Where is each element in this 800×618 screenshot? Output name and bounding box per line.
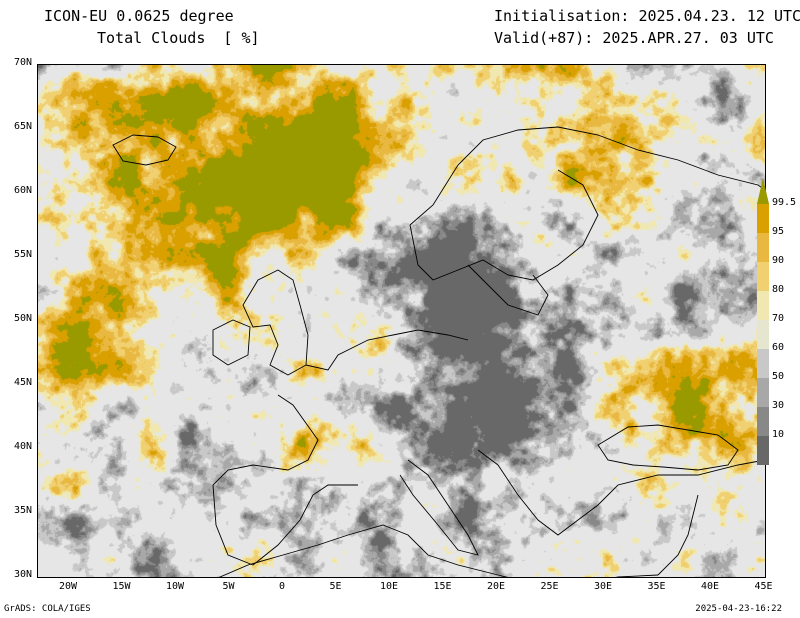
coastline [212, 319, 251, 366]
lat-tick-label: 30N [13, 569, 32, 580]
coastline [657, 494, 699, 576]
colorbar-segment [757, 233, 769, 262]
coastline [305, 329, 469, 371]
lat-tick-label: 55N [13, 249, 32, 260]
colorbar-label: 95 [772, 226, 785, 237]
lon-tick-label: 5E [329, 581, 342, 592]
colorbar-label: 10 [772, 429, 785, 440]
coastline [467, 264, 549, 316]
colorbar-label: 70 [772, 313, 785, 324]
coastline [112, 134, 177, 166]
cloud-field [38, 65, 765, 577]
colorbar-segment [757, 436, 769, 465]
colorbar-segment [757, 204, 769, 233]
coastline [242, 269, 309, 376]
coastline [218, 524, 659, 577]
lon-tick-label: 25E [540, 581, 559, 592]
coastlines [112, 126, 765, 577]
lat-tick-label: 35N [13, 505, 32, 516]
lat-tick-label: 65N [13, 121, 32, 132]
lat-tick-label: 70N [13, 57, 32, 68]
colorbar-label: 30 [772, 400, 785, 411]
colorbar-segment [757, 262, 769, 291]
colorbar-segment [757, 349, 769, 378]
lat-tick-label: 60N [13, 185, 32, 196]
colorbar-top-arrow [757, 178, 769, 204]
init-time: Initialisation: 2025.04.23. 12 UTC [494, 7, 800, 25]
valid-time: Valid(+87): 2025.APR.27. 03 UTC [494, 29, 774, 47]
lon-tick-label: 30E [593, 581, 613, 592]
colorbar-label: 50 [772, 371, 785, 382]
lon-tick-label: 40E [700, 581, 720, 592]
model-title: ICON-EU 0.0625 degree [44, 7, 234, 25]
colorbar-segment [757, 320, 769, 349]
lon-tick-label: 20E [486, 581, 506, 592]
variable-title: Total Clouds [ %] [97, 29, 260, 47]
cloud-map[interactable] [37, 64, 766, 578]
colorbar-segment [757, 407, 769, 436]
coastline [477, 449, 765, 536]
coastline [399, 459, 479, 556]
colorbar [757, 178, 769, 465]
coastline [597, 424, 739, 471]
colorbar-segment [757, 378, 769, 407]
colorbar-label: 99.5 [772, 197, 797, 208]
colorbar-label: 60 [772, 342, 785, 353]
footer-timestamp: 2025-04-23-16:22 [695, 604, 782, 614]
footer-software: GrADS: COLA/IGES [4, 604, 91, 614]
lon-tick-label: 0 [278, 581, 286, 592]
lon-tick-label: 10W [165, 581, 185, 592]
lon-tick-label: 35E [647, 581, 666, 592]
lon-tick-label: 15W [112, 581, 131, 592]
lon-tick-label: 45E [754, 581, 773, 592]
coastline [409, 126, 765, 226]
coastline [212, 394, 358, 566]
lat-tick-label: 50N [13, 313, 32, 324]
colorbar-label: 90 [772, 255, 785, 266]
lat-tick-label: 45N [13, 377, 32, 388]
lon-tick-label: 10E [379, 581, 399, 592]
lon-tick-label: 5W [222, 581, 235, 592]
colorbar-label: 80 [772, 284, 785, 295]
lon-tick-label: 20W [58, 581, 78, 592]
colorbar-segment [757, 291, 769, 320]
lat-tick-label: 40N [13, 441, 32, 452]
lon-tick-label: 15E [433, 581, 452, 592]
coastline [409, 169, 599, 281]
